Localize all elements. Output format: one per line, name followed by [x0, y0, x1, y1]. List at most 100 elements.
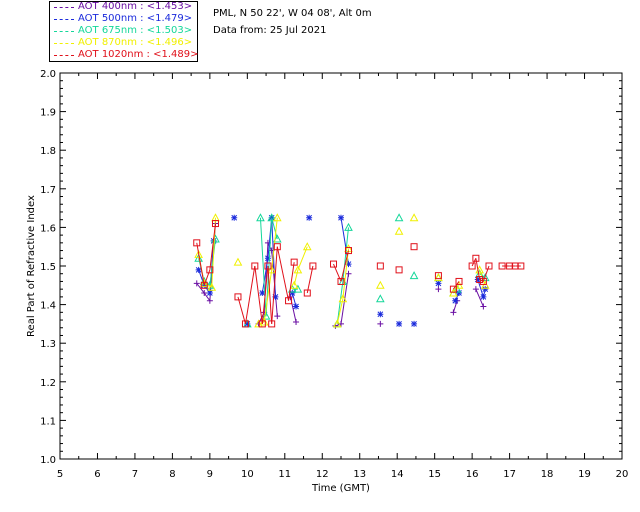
y-tick-label: 1.6 — [40, 223, 56, 234]
x-tick-label: 9 — [207, 469, 213, 480]
y-tick-label: 1.8 — [40, 146, 56, 157]
data-point — [193, 239, 201, 247]
data-point — [332, 319, 342, 328]
data-point — [330, 260, 338, 268]
y-tick-label: 1.5 — [40, 262, 56, 273]
series-line-segment — [261, 265, 269, 324]
data-point — [409, 213, 419, 222]
legend-label-1020nm: AOT 1020nm : <1.489> — [78, 49, 199, 60]
series-line-segment — [261, 258, 269, 294]
x-axis-title: Time (GMT) — [311, 483, 370, 494]
series-3 — [194, 213, 490, 328]
data-point — [293, 284, 303, 293]
legend-item-870nm: AOT 870nm : <1.496> — [50, 37, 197, 49]
data-point — [251, 262, 259, 270]
data-point — [259, 290, 266, 297]
data-point — [344, 247, 352, 255]
y-tick-label: 1.7 — [40, 185, 56, 196]
date-info: Data from: 25 Jul 2021 — [213, 25, 327, 36]
data-point — [396, 320, 403, 327]
data-point — [472, 254, 480, 262]
series-line-segment — [254, 265, 263, 324]
data-point — [485, 262, 493, 270]
x-tick-label: 15 — [428, 469, 441, 480]
data-point — [234, 293, 242, 301]
data-point — [289, 290, 296, 297]
x-tick-label: 10 — [241, 469, 254, 480]
x-tick-label: 7 — [132, 469, 138, 480]
data-point — [302, 242, 312, 251]
data-point — [454, 280, 464, 289]
data-point — [293, 265, 303, 274]
data-point — [434, 272, 442, 280]
data-point — [272, 213, 282, 222]
series-line-segment — [209, 223, 216, 270]
series-line-segment — [196, 242, 205, 286]
data-point — [293, 303, 300, 310]
data-point — [338, 294, 348, 303]
data-point — [207, 282, 217, 291]
data-point — [241, 320, 249, 328]
series-line-segment — [271, 246, 278, 324]
data-point — [303, 289, 311, 297]
data-point — [195, 266, 202, 273]
data-point — [456, 290, 463, 297]
data-point — [435, 280, 442, 287]
data-point — [194, 253, 203, 262]
series-line-segment — [452, 281, 460, 290]
data-point — [376, 294, 385, 303]
data-point — [293, 318, 300, 325]
data-point — [193, 280, 200, 287]
data-point — [201, 290, 208, 297]
data-point — [409, 271, 419, 280]
data-point — [376, 280, 385, 289]
y-tick-label: 1.3 — [40, 339, 56, 350]
legend-label-400nm: AOT 400nm : <1.453> — [78, 1, 193, 12]
legend: AOT 400nm : <1.453> AOT 500nm : <1.479> … — [49, 1, 198, 62]
data-point — [479, 277, 487, 285]
data-point — [206, 290, 213, 297]
data-point — [394, 213, 404, 222]
series-line-segment — [263, 269, 273, 323]
series-line-segment — [276, 246, 290, 301]
data-point — [254, 319, 263, 328]
data-point — [482, 286, 489, 293]
data-point — [480, 273, 490, 282]
data-point — [244, 320, 251, 327]
data-point — [452, 284, 462, 293]
data-point — [199, 278, 209, 287]
data-point — [264, 255, 271, 262]
data-point — [480, 293, 487, 300]
data-point — [474, 276, 481, 283]
data-point — [472, 286, 479, 293]
y-axis-title: Real Part of Refractive Index — [26, 195, 37, 337]
series-2 — [194, 213, 490, 328]
series-line-segment — [336, 281, 344, 324]
data-point — [309, 262, 317, 270]
legend-line-400nm — [54, 7, 74, 8]
x-tick-label: 19 — [578, 469, 591, 480]
data-point — [434, 273, 443, 282]
data-point — [449, 285, 457, 293]
x-tick-label: 6 — [94, 469, 100, 480]
data-point — [274, 313, 281, 320]
legend-item-1020nm: AOT 1020nm : <1.489> — [50, 49, 199, 61]
series-line-segment — [342, 248, 349, 299]
series-line-segment — [291, 292, 297, 307]
site-info: PML, N 50 22', W 04 08', Alt 0m — [213, 8, 372, 19]
data-point — [449, 288, 458, 297]
data-point — [290, 258, 298, 266]
x-tick-label: 14 — [391, 469, 404, 480]
data-point — [289, 280, 299, 289]
data-point — [231, 214, 238, 221]
data-point — [345, 261, 352, 268]
data-point — [267, 213, 277, 222]
series-4 — [193, 220, 525, 328]
series-line-segment — [340, 250, 349, 282]
legend-label-500nm: AOT 500nm : <1.479> — [78, 13, 193, 24]
data-point — [200, 281, 208, 289]
x-tick-label: 11 — [278, 469, 291, 480]
y-tick-label: 2.0 — [40, 69, 56, 80]
data-point — [285, 297, 293, 305]
data-point — [480, 303, 487, 310]
